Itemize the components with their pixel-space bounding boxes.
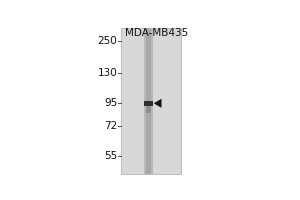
Bar [146, 28, 151, 174]
Bar [121, 28, 181, 174]
Bar [146, 104, 151, 113]
Text: 250: 250 [98, 36, 117, 46]
Text: 72: 72 [104, 121, 117, 131]
Text: 130: 130 [98, 68, 117, 78]
Bar [144, 28, 153, 174]
Bar [144, 101, 153, 106]
Text: 95: 95 [104, 98, 117, 108]
Text: 55: 55 [104, 151, 117, 161]
Text: MDA-MB435: MDA-MB435 [125, 28, 188, 38]
Polygon shape [154, 99, 161, 108]
